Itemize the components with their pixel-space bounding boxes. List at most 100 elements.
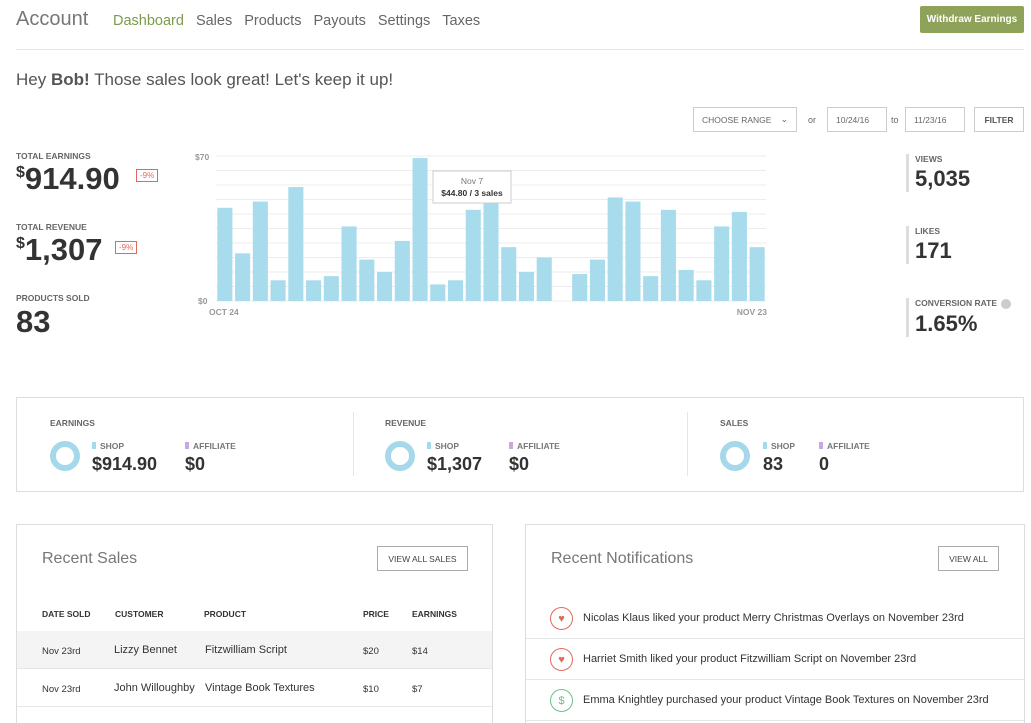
nav-products[interactable]: Products xyxy=(244,13,302,29)
sale-customer: Lizzy Bennet xyxy=(114,644,177,656)
earnings-affiliate-label: AFFILIATE xyxy=(185,441,236,451)
view-all-notifications-button[interactable]: VIEW ALL xyxy=(938,546,999,571)
nav-sales[interactable]: Sales xyxy=(195,13,233,29)
chart-bar[interactable] xyxy=(465,209,481,301)
chart-bar[interactable] xyxy=(714,226,730,301)
chart-bar[interactable] xyxy=(217,207,233,301)
column-header-earnings[interactable]: EARNINGS xyxy=(412,609,457,619)
chart-tooltip: Nov 7 $44.80 / 3 sales xyxy=(432,170,512,204)
chart-bar[interactable] xyxy=(270,280,286,301)
chart-bar[interactable] xyxy=(536,257,552,302)
conversion-stat: CONVERSION RATE 1.65% xyxy=(906,298,1012,337)
chart-bar[interactable] xyxy=(252,201,268,301)
sale-date: Nov 23rd xyxy=(42,646,81,657)
notification-text: Nicolas Klaus liked your product Merry C… xyxy=(583,612,964,624)
y-axis-top-label: $70 xyxy=(195,152,209,162)
notification-text: Harriet Smith liked your product Fitzwil… xyxy=(583,653,917,665)
earnings-affiliate-value: $0 xyxy=(185,454,206,474)
chart-bar[interactable] xyxy=(483,201,499,301)
views-stat: VIEWS 5,035 xyxy=(906,154,970,192)
choose-range-select[interactable]: CHOOSE RANGE ⌄ xyxy=(693,107,797,132)
chart-bar[interactable] xyxy=(625,201,641,301)
chart-bar[interactable] xyxy=(394,240,410,301)
view-all-sales-button[interactable]: VIEW ALL SALES xyxy=(377,546,468,571)
conversion-value: 1.65% xyxy=(915,310,978,336)
revenue-change-badge: -9% xyxy=(115,241,138,254)
sale-customer: John Willoughby xyxy=(114,682,195,694)
column-header-date[interactable]: DATE SOLD xyxy=(42,609,91,619)
notification-item[interactable]: $ Emma Knightley purchased your product … xyxy=(526,680,1024,721)
range-select-label: CHOOSE RANGE xyxy=(702,114,772,125)
date-to-input[interactable]: 11/23/16 xyxy=(905,107,965,132)
chart-bar[interactable] xyxy=(341,226,357,301)
notification-item[interactable]: ♥ Nicolas Klaus liked your product Merry… xyxy=(526,598,1024,639)
chart-bar[interactable] xyxy=(288,187,304,301)
chart-bar[interactable] xyxy=(749,247,765,301)
chart-bar[interactable] xyxy=(430,284,446,301)
x-axis-end-label: NOV 23 xyxy=(737,307,768,317)
chart-bar[interactable] xyxy=(572,274,588,301)
chart-bar[interactable] xyxy=(359,259,375,301)
revenue-donut-chart xyxy=(385,441,415,471)
total-revenue-value: $1,307 xyxy=(16,232,102,268)
nav-taxes[interactable]: Taxes xyxy=(442,13,481,29)
affiliate-legend-swatch xyxy=(509,442,513,449)
chart-bar[interactable] xyxy=(235,253,251,301)
sale-date: Nov 23rd xyxy=(42,684,81,695)
chart-bar[interactable] xyxy=(306,280,322,301)
info-icon[interactable] xyxy=(1001,298,1012,309)
filter-button[interactable]: FILTER xyxy=(974,107,1024,132)
earnings-number: 914.90 xyxy=(24,161,120,196)
chart-bar[interactable] xyxy=(678,269,694,301)
nav-payouts[interactable]: Payouts xyxy=(313,13,366,29)
withdraw-earnings-button[interactable]: Withdraw Earnings xyxy=(920,6,1024,33)
earnings-change-badge: -9% xyxy=(136,169,159,182)
views-value: 5,035 xyxy=(915,166,971,191)
column-header-product[interactable]: PRODUCT xyxy=(204,609,247,619)
sales-affiliate-value: 0 xyxy=(819,454,830,474)
column-header-customer[interactable]: CUSTOMER xyxy=(115,609,164,619)
sale-product: Vintage Book Textures xyxy=(205,682,315,694)
sales-donut-chart xyxy=(720,441,750,471)
views-label: VIEWS xyxy=(915,154,943,164)
chart-bar[interactable] xyxy=(323,276,339,301)
chart-bar[interactable] xyxy=(696,280,712,301)
to-label: to xyxy=(891,115,899,125)
chart-bar[interactable] xyxy=(518,272,535,301)
summary-panel: EARNINGS SHOP $914.90 AFFILIATE $0 REVEN… xyxy=(16,397,1024,492)
recent-notifications-panel: Recent Notifications VIEW ALL ♥ Nicolas … xyxy=(525,524,1025,723)
chart-bar[interactable] xyxy=(643,276,659,301)
table-row[interactable]: Nov 23rd Lizzy Bennet Fitzwilliam Script… xyxy=(17,631,492,669)
heart-icon: ♥ xyxy=(550,648,573,671)
notification-item[interactable]: ♥ Harriet Smith liked your product Fitzw… xyxy=(526,639,1024,680)
sale-earnings: $14 xyxy=(412,646,428,657)
chart-bar[interactable] xyxy=(501,247,517,301)
shop-label-text: SHOP xyxy=(771,441,796,451)
chart-bar[interactable] xyxy=(377,272,393,301)
date-from-input[interactable]: 10/24/16 xyxy=(827,107,887,132)
shop-legend-swatch xyxy=(763,442,767,449)
chart-bar[interactable] xyxy=(731,211,747,301)
chart-bar[interactable] xyxy=(660,209,676,301)
divider xyxy=(353,412,354,476)
recent-notifications-title: Recent Notifications xyxy=(551,550,694,567)
nav-settings[interactable]: Settings xyxy=(377,13,431,29)
revenue-affiliate-value: $0 xyxy=(509,454,530,474)
column-header-price[interactable]: PRICE xyxy=(363,609,389,619)
or-label: or xyxy=(808,115,817,125)
total-earnings-label: TOTAL EARNINGS xyxy=(16,151,91,161)
page-title: Account xyxy=(16,8,89,30)
chart-bar[interactable] xyxy=(589,259,605,301)
table-row[interactable]: Nov 23rd John Willoughby Vintage Book Te… xyxy=(17,669,492,707)
chart-bar[interactable] xyxy=(412,158,428,301)
chart-bar[interactable] xyxy=(447,280,464,301)
shop-label-text: SHOP xyxy=(435,441,460,451)
sales-affiliate-label: AFFILIATE xyxy=(819,441,870,451)
nav-dashboard[interactable]: Dashboard xyxy=(113,13,184,29)
conversion-label: CONVERSION RATE xyxy=(915,298,998,308)
divider xyxy=(687,412,688,476)
summary-earnings-title: EARNINGS xyxy=(50,418,95,428)
greeting-message: Those sales look great! Let's keep it up… xyxy=(89,70,394,89)
chart-bar[interactable] xyxy=(607,197,623,301)
shop-legend-swatch xyxy=(427,442,431,449)
